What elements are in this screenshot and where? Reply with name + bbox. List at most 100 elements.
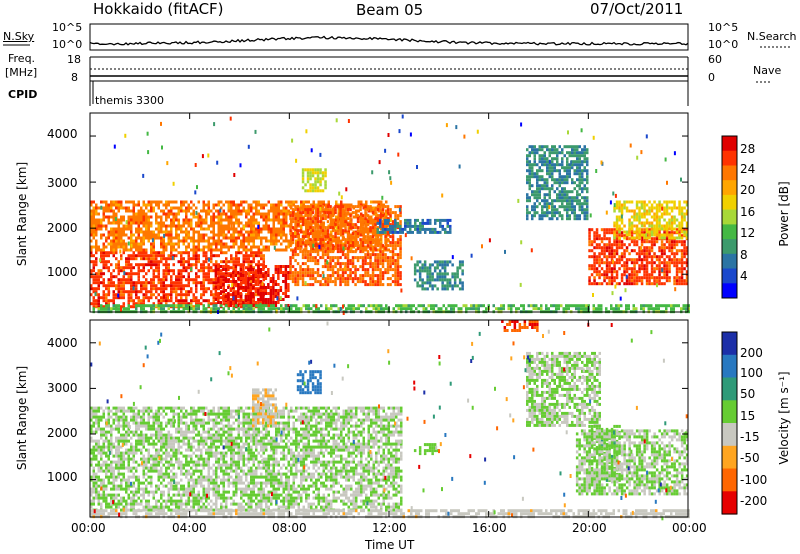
power-cell — [127, 215, 130, 219]
power-cell — [581, 187, 584, 191]
power-cell — [287, 242, 290, 246]
power-cell — [167, 215, 170, 219]
power-cell — [130, 227, 133, 231]
power-cell — [573, 205, 576, 209]
power-tick-28: 28 — [740, 142, 756, 156]
power-cell — [227, 248, 230, 252]
power-cell — [260, 236, 263, 240]
power-cell — [326, 247, 330, 251]
power-cell — [351, 259, 355, 263]
xtick-1600: 16:00 — [472, 521, 507, 535]
power-cell — [180, 227, 183, 231]
power-cell — [220, 296, 223, 300]
power-cell — [394, 253, 397, 257]
power-cell — [210, 278, 213, 282]
power-cell — [541, 187, 544, 191]
power-cell — [289, 223, 292, 227]
power-cell — [289, 211, 292, 215]
power-cell — [277, 289, 280, 292]
power-cell — [336, 277, 340, 281]
power-cell — [321, 177, 325, 181]
power-cell — [205, 260, 208, 264]
power-cell — [533, 148, 536, 152]
power-cell — [299, 229, 302, 233]
power-cell — [115, 266, 118, 270]
power-cell — [655, 206, 659, 210]
power-cell — [142, 299, 145, 303]
power-cell — [339, 262, 342, 266]
xtick-1200: 12:00 — [372, 521, 407, 535]
power-cell — [95, 206, 98, 210]
power-cell — [541, 208, 544, 212]
power-cell — [663, 264, 666, 268]
power-cell — [663, 258, 666, 262]
power-cell — [232, 274, 235, 277]
power-cell — [583, 154, 586, 158]
power-cell — [232, 257, 235, 261]
power-cell — [264, 301, 268, 304]
power-cell — [145, 287, 148, 291]
power-cell — [630, 236, 634, 240]
power-cell — [568, 190, 571, 194]
power-cell — [586, 217, 589, 221]
power-cell — [683, 243, 686, 247]
power-cell — [346, 208, 350, 212]
power-cell — [291, 235, 295, 239]
vel-tick-neg200: -200 — [740, 494, 768, 508]
power-cell — [182, 299, 185, 303]
power-cell — [673, 203, 676, 207]
power-cell — [660, 233, 664, 237]
power-cell — [645, 203, 649, 207]
power-cell — [282, 274, 285, 277]
power-cell — [578, 151, 581, 155]
power-cell — [306, 180, 310, 184]
power-cell — [309, 256, 312, 260]
power-cell — [240, 245, 243, 249]
power-cell — [658, 209, 661, 213]
power-cell — [195, 272, 198, 276]
power-cell — [262, 260, 265, 264]
power-cell — [340, 239, 343, 243]
power-cell — [618, 255, 621, 259]
power-cell — [359, 244, 362, 248]
power-cell — [185, 269, 188, 273]
power-cell — [446, 263, 449, 267]
power-cell — [157, 251, 160, 255]
power-cell — [625, 258, 629, 262]
power-cell — [357, 209, 360, 213]
power-cell — [384, 238, 387, 242]
power-cell — [142, 242, 145, 246]
power-cell — [386, 211, 390, 215]
power-cell — [433, 269, 437, 273]
power-cell — [105, 299, 108, 303]
power-cell — [439, 218, 442, 222]
power-cell — [197, 233, 200, 237]
power-cell — [571, 211, 574, 215]
power-cell — [252, 254, 255, 258]
power-cell — [423, 266, 427, 270]
power-cell — [399, 205, 402, 209]
power-cell — [187, 281, 190, 285]
power-cell — [269, 298, 273, 301]
power-cell — [364, 253, 367, 257]
power-cell — [588, 282, 591, 286]
power-cell — [593, 258, 596, 262]
power-cell — [613, 267, 616, 271]
power-cell — [147, 254, 150, 258]
power-cell — [302, 248, 305, 252]
power-cell — [279, 271, 283, 274]
power-cell — [576, 184, 579, 188]
power-cell — [200, 236, 203, 240]
power-cell — [428, 266, 432, 270]
power-cell — [630, 240, 634, 244]
power-cell — [382, 203, 385, 207]
power-cell — [255, 233, 258, 237]
power-cell — [541, 184, 544, 188]
power-cell — [117, 242, 120, 246]
power-cell — [678, 231, 681, 235]
power-cell — [371, 283, 375, 287]
power-cell — [384, 221, 387, 225]
power-cell — [628, 237, 631, 241]
power-cell — [232, 290, 235, 294]
power-cell — [556, 154, 559, 158]
